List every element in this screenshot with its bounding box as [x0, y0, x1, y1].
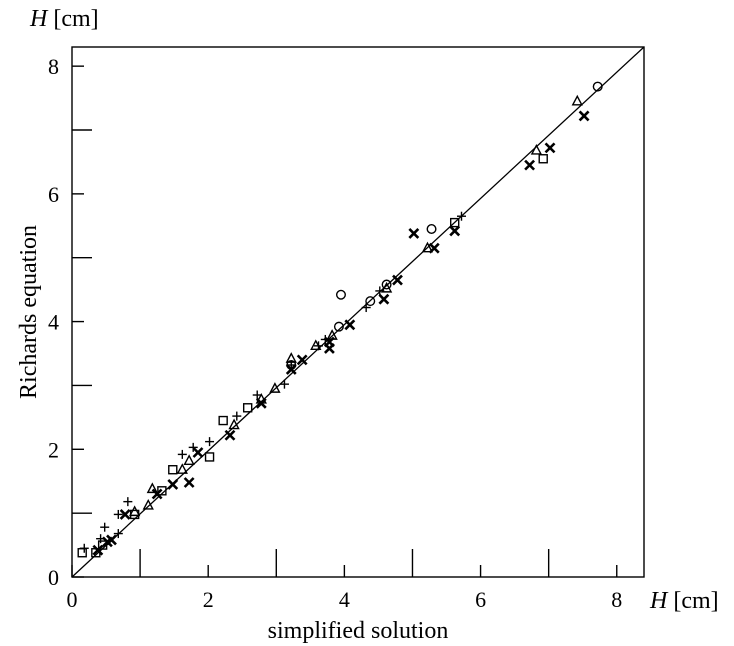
plus-marker — [123, 497, 133, 507]
square-marker — [168, 465, 178, 475]
triangle-marker — [146, 482, 159, 494]
cross-marker — [544, 142, 556, 154]
x-tick-label: 0 — [67, 587, 78, 612]
plus-marker — [100, 522, 110, 532]
plus-marker — [232, 411, 242, 421]
x-unit-label-var: H — [649, 588, 669, 614]
cross-marker — [408, 228, 420, 239]
cross-marker — [119, 509, 131, 520]
triangle-marker — [285, 352, 297, 363]
square-marker — [77, 548, 87, 558]
plus-marker — [457, 211, 467, 221]
cross-marker — [524, 159, 536, 171]
circle-marker — [333, 321, 344, 332]
y-tick-label: 6 — [48, 182, 59, 207]
triangle-marker — [310, 339, 322, 351]
triangle-marker — [269, 382, 281, 393]
x-tick-label: 8 — [611, 587, 622, 612]
plus-marker — [205, 437, 215, 447]
triangle-marker — [176, 463, 188, 474]
cross-marker — [578, 110, 590, 122]
square-marker — [218, 415, 228, 426]
plus-marker — [252, 390, 262, 400]
plus-marker — [279, 379, 289, 389]
x-tick-label: 2 — [203, 587, 214, 612]
triangle-marker — [142, 498, 154, 510]
y-tick-label: 0 — [48, 565, 59, 590]
triangle-marker — [530, 143, 543, 155]
square-marker — [538, 154, 548, 164]
x-axis-title: simplified solution — [268, 618, 449, 644]
cross-marker — [392, 274, 403, 286]
circle-marker — [426, 223, 437, 234]
cross-marker — [167, 478, 179, 490]
y-axis-title: Richards equation — [16, 225, 42, 399]
square-marker — [157, 486, 167, 496]
square-marker — [204, 452, 215, 462]
cross-marker — [296, 354, 308, 366]
cross-marker — [378, 293, 390, 305]
square-marker — [91, 548, 101, 558]
y-tick-label: 4 — [48, 310, 59, 335]
plus-marker — [361, 303, 371, 313]
x-unit-label: H [cm] — [649, 588, 719, 614]
triangle-marker — [183, 454, 195, 465]
y-unit-label-unit: [cm] — [47, 6, 98, 32]
cross-marker — [192, 447, 204, 458]
triangle-marker — [326, 329, 338, 340]
triangle-marker — [255, 392, 267, 404]
y-unit-label-var: H — [29, 6, 49, 32]
triangle-marker — [421, 241, 434, 253]
plus-marker — [188, 442, 198, 452]
cross-marker — [151, 488, 163, 500]
square-marker — [449, 217, 460, 228]
plus-marker — [177, 449, 187, 459]
circle-marker — [335, 289, 346, 300]
x-unit-label-unit: [cm] — [667, 588, 718, 614]
triangle-marker — [128, 505, 141, 517]
cross-marker — [344, 319, 356, 331]
plus-marker — [113, 529, 123, 539]
plot-frame — [71, 46, 645, 578]
x-tick-label: 4 — [339, 587, 350, 612]
square-marker — [97, 540, 108, 550]
y-unit-label: H [cm] — [29, 6, 99, 32]
circle-marker — [365, 296, 376, 307]
square-marker — [242, 403, 253, 413]
cross-marker — [106, 534, 117, 546]
y-tick-label: 8 — [48, 54, 59, 79]
reference-line — [71, 46, 645, 578]
plus-marker — [113, 509, 123, 519]
x-tick-label: 6 — [475, 587, 486, 612]
triangle-marker — [571, 94, 583, 106]
y-tick-label: 2 — [48, 437, 59, 462]
circle-marker — [286, 360, 297, 371]
circle-marker — [592, 81, 603, 92]
cross-marker — [92, 544, 104, 556]
cross-marker — [449, 225, 461, 237]
triangle-marker — [228, 418, 240, 430]
cross-marker — [224, 429, 236, 441]
cross-marker — [183, 477, 195, 488]
circle-marker — [381, 279, 392, 290]
